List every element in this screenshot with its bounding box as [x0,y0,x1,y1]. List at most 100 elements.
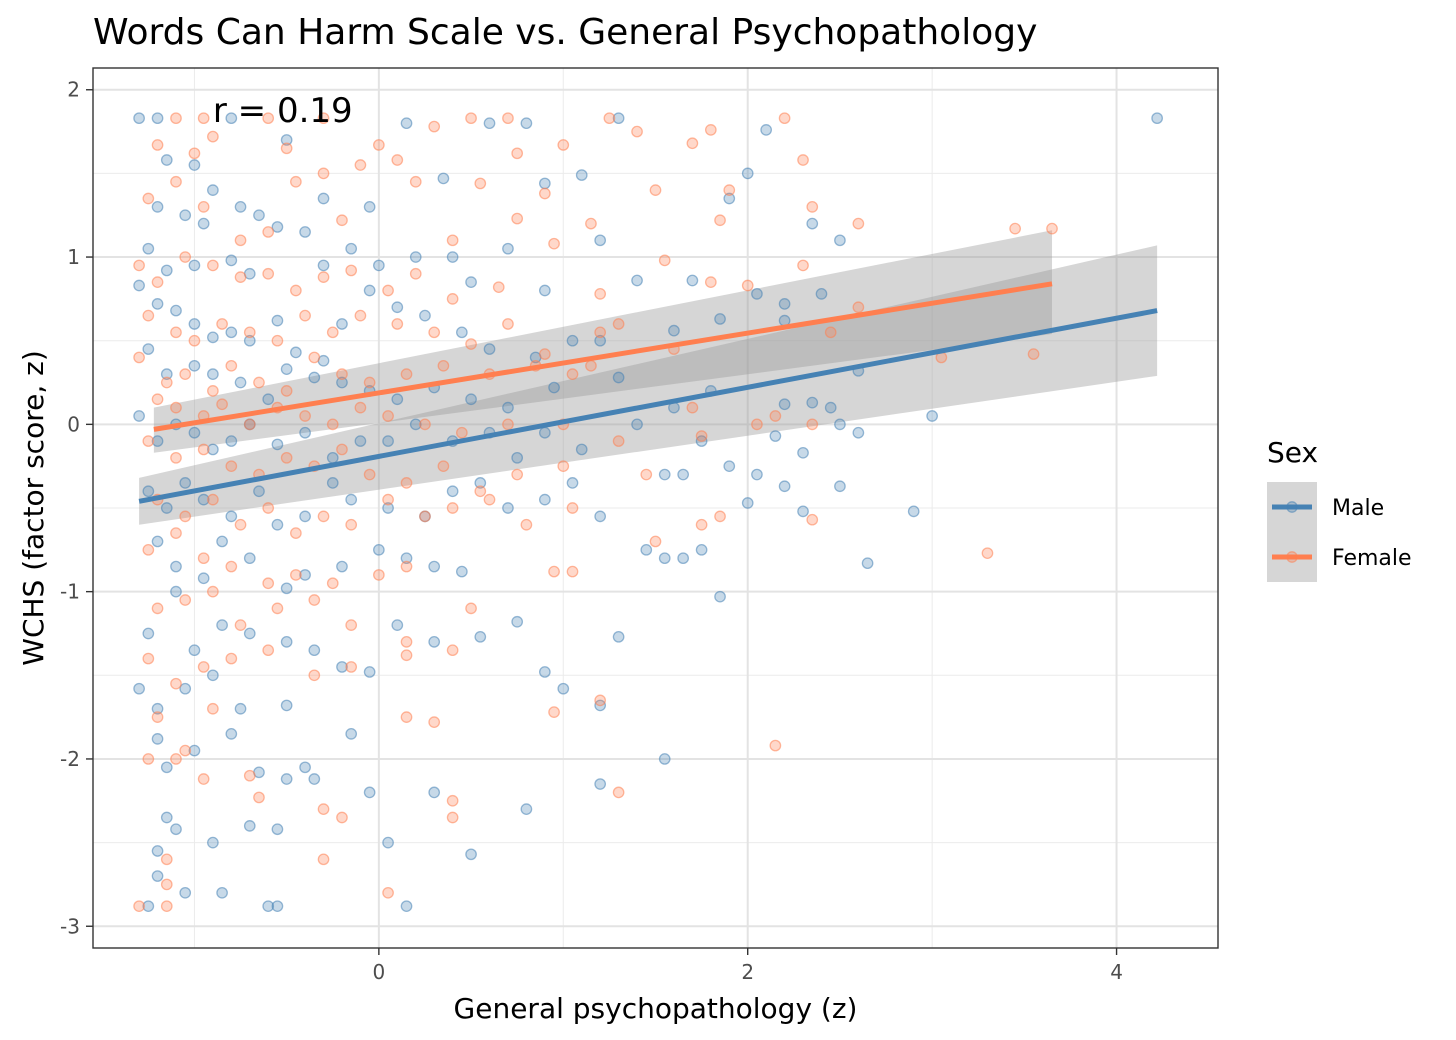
point-male [548,381,560,394]
point-female [640,468,653,481]
point-male [428,560,441,573]
point-male [243,334,256,347]
point-female [326,577,339,590]
point-male [160,811,173,824]
point-male [658,753,671,765]
point-female [142,652,155,665]
point-male [290,346,302,359]
point-female [170,175,182,188]
point-male [437,172,450,185]
point-male [714,313,726,325]
point-male [465,393,477,406]
point-female [419,418,431,431]
point-male [188,159,201,171]
point-female [354,309,367,322]
point-female [151,602,164,615]
point-female [271,334,284,347]
point-male [262,393,275,406]
point-male [188,318,201,330]
point-male [456,326,468,339]
point-male [391,393,404,406]
point-male [326,451,339,464]
point-female [723,184,736,196]
point-male [502,401,514,414]
point-male [751,468,763,481]
point-male [151,201,164,213]
point-female [207,385,219,397]
point-female [336,443,348,456]
y-tick-label: -1 [60,580,80,604]
legend-point-female [1286,551,1298,563]
point-female [409,267,422,280]
point-female [216,318,228,330]
point-female [456,426,468,439]
point-female [566,368,579,381]
point-female [207,702,219,715]
point-female [151,139,164,151]
point-female [695,430,708,442]
point-male [566,334,579,347]
point-female [262,267,275,280]
legend-label-male: Male [1332,496,1384,521]
point-female [741,279,754,292]
point-female [197,773,210,785]
point-male [336,318,348,330]
point-male [280,699,293,712]
point-male [907,505,920,518]
legend-items: Male Female [1267,482,1412,582]
point-female [160,376,173,389]
point-male [511,451,524,464]
point-female [299,309,311,322]
point-male [151,435,164,447]
point-male [299,510,311,523]
point-male [151,845,164,857]
point-female [437,359,450,372]
point-male [538,284,551,297]
point-male [299,426,311,439]
point-female [197,112,210,125]
point-female [520,518,533,531]
point-male [363,201,376,213]
point-female [317,112,330,125]
point-male [225,326,238,339]
point-female [345,619,358,631]
point-female [280,385,293,397]
point-male [336,661,348,673]
point-female [382,410,394,422]
point-male [271,823,284,836]
point-male [243,820,256,832]
point-male [354,435,367,447]
point-male [179,682,192,695]
point-female [446,794,459,807]
point-female [382,886,394,899]
point-male [594,334,607,347]
point-male [345,493,358,506]
x-axis-title: General psychopathology (z) [454,992,858,1025]
point-male [133,112,145,125]
grid-minor [93,68,1218,948]
point-female [170,326,182,339]
point-female [317,510,330,523]
point-female [806,201,819,213]
point-male [382,502,394,514]
point-female [548,237,560,250]
point-female [299,410,311,422]
point-male [502,242,514,255]
point-male [280,582,293,595]
point-male [714,590,726,603]
point-female [428,716,441,728]
point-female [649,535,662,548]
point-female [179,594,192,606]
regression-lines [138,281,1158,504]
point-female [142,543,155,556]
point-female [585,359,597,372]
point-male [326,477,339,489]
point-female [400,635,413,648]
point-female [658,254,671,267]
point-female [391,154,404,166]
fit-line-female [153,281,1053,432]
point-male [133,410,145,422]
point-male [308,371,321,384]
point-female [317,853,330,866]
point-male [741,497,754,509]
